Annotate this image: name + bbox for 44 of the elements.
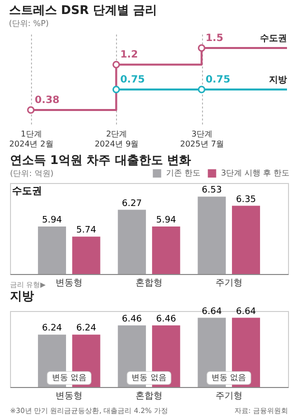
annotation: 수도권 — [12, 186, 42, 197]
data-label: 0.75 — [206, 74, 230, 86]
legend-label: 기존 한도 — [166, 168, 201, 178]
data-label: 1.5 — [206, 33, 224, 44]
x-tick-label: 2단계 2024년 9월 — [94, 130, 139, 148]
annotation: 변동 없음 — [52, 373, 86, 382]
data-label: 6.64 — [236, 306, 256, 317]
data-label: 0.75 — [120, 74, 145, 86]
series-label: 지방 — [268, 76, 287, 86]
point — [112, 60, 120, 68]
data-label: 0.38 — [34, 95, 60, 106]
x-tick-label: 3단계 2025년 7월 — [180, 130, 224, 148]
data-label: 6.53 — [202, 186, 222, 196]
data-label: 6.24 — [76, 324, 97, 334]
x-tick-label: 혼합형 — [136, 392, 162, 402]
x-tick-label: 1단계 2024년 2월 — [9, 130, 54, 148]
x-tick-label: 주기형 — [215, 278, 242, 288]
data-label: 6.27 — [122, 198, 142, 209]
data-label: 6.35 — [236, 194, 256, 205]
legend-label: 3단계 시행 후 한도 — [221, 168, 290, 178]
chart-subtitle: (단위: %P) — [8, 19, 49, 28]
point — [27, 106, 35, 114]
data-label: 5.74 — [76, 226, 97, 236]
data-label: 5.94 — [156, 215, 176, 226]
data-label: 6.46 — [122, 314, 142, 324]
point — [112, 86, 120, 94]
data-label: 6.46 — [156, 314, 176, 324]
chart-title: 지방 — [10, 288, 34, 303]
data-label: 6.64 — [202, 306, 222, 317]
x-tick-label: 주기형 — [215, 392, 242, 402]
point — [198, 86, 206, 94]
chart-title: 스트레스 DSR 단계별 금리 — [8, 3, 158, 17]
data-label: 1.2 — [120, 50, 138, 61]
x-tick-label: 변동형 — [56, 392, 83, 402]
point — [198, 44, 206, 52]
annotation: 변동 없음 — [212, 373, 246, 382]
annotation: 변동 없음 — [132, 373, 166, 382]
data-label: 6.24 — [42, 324, 62, 334]
x-tick-label: 변동형 — [56, 278, 83, 288]
chart-title: 연소득 1억원 차주 대출한도 변화 — [10, 153, 192, 167]
x-tick-label: 혼합형 — [136, 278, 162, 288]
series-label: 수도권 — [260, 34, 287, 44]
chart-subtitle: (단위: 억원) — [10, 169, 54, 178]
data-label: 5.94 — [42, 215, 62, 226]
